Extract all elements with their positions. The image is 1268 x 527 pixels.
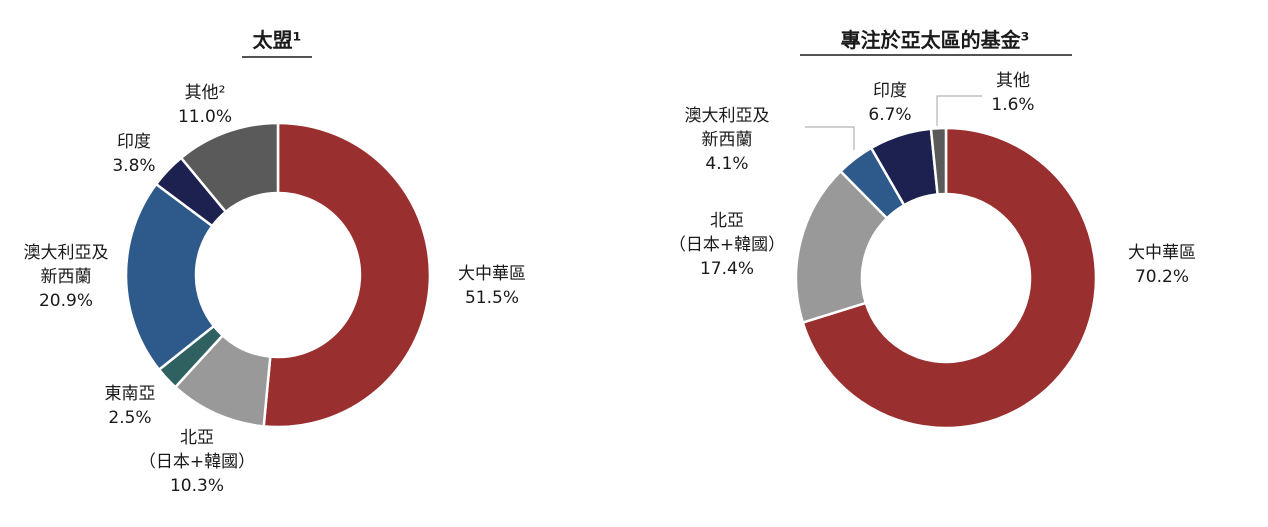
slice-1-4 [124, 182, 216, 371]
slice-category: 其他 [996, 71, 1030, 91]
slice-2-5 [929, 126, 948, 196]
slice-category: 北亞 [180, 428, 214, 448]
slice-category: 大中華區 [1128, 243, 1196, 263]
slice-value: 17.4% [700, 259, 754, 279]
slice-category: 東南亞 [105, 384, 156, 404]
slice-value: 51.5% [465, 288, 519, 308]
chart-title: 專注於亞太區的基金³ [841, 28, 1030, 52]
slice-label: 東南亞 2.5% [105, 384, 156, 428]
slice-category: 印度 [873, 81, 907, 101]
slice-value: 70.2% [1135, 267, 1189, 287]
slice-label: 大中華區 51.5% [458, 264, 526, 308]
slice-label: 大中華區 70.2% [1128, 243, 1196, 287]
slice-category: （日本+韓國） [669, 235, 785, 255]
slice-category: 新西蘭 [41, 267, 92, 287]
chart-title: 太盟¹ [253, 28, 302, 52]
leader-line [805, 126, 855, 150]
slice-value: 1.6% [991, 95, 1034, 115]
slice-value: 3.8% [112, 156, 155, 176]
slice-label: 印度 3.8% [112, 132, 155, 176]
slice-1-1 [262, 121, 432, 429]
slice-value: 10.3% [170, 476, 224, 496]
slice-label: 北亞 （日本+韓國） 17.4% [669, 211, 785, 279]
slice-category: 澳大利亞及 [685, 106, 770, 126]
slice-category: 大中華區 [458, 264, 526, 284]
slice-label: 其他 1.6% [991, 71, 1034, 115]
slice-category: 北亞 [710, 211, 744, 231]
slice-label: 其他² 11.0% [178, 83, 232, 127]
slice-value: 20.9% [39, 291, 93, 311]
slice-category: （日本+韓國） [139, 452, 255, 472]
slice-value: 4.1% [705, 154, 748, 174]
slice-label: 印度 6.7% [868, 81, 911, 125]
slice-category: 澳大利亞及 [24, 243, 109, 263]
donut-chart-2: 專注於亞太區的基金³ 大中華區 70.2% 北亞 （日本+韓國） 17.4% 澳大利亞及新西… [669, 28, 1196, 430]
slice-value: 2.5% [108, 408, 151, 428]
slice-1-6 [179, 121, 280, 214]
donut-chart-1: 太盟¹ 大中華區 51.5% 北亞 （日本+韓國） 10.3% 東南亞 2.5% 澳大利亞及新西… [24, 28, 527, 496]
slice-category: 其他² [185, 83, 226, 103]
slice-category: 新西蘭 [702, 130, 753, 150]
slice-value: 6.7% [868, 105, 911, 125]
leader-line [936, 95, 982, 126]
slice-category: 印度 [117, 132, 151, 152]
slice-2-1 [801, 126, 1098, 430]
slice-value: 11.0% [178, 107, 232, 127]
slice-label: 北亞 （日本+韓國） 10.3% [139, 428, 255, 496]
